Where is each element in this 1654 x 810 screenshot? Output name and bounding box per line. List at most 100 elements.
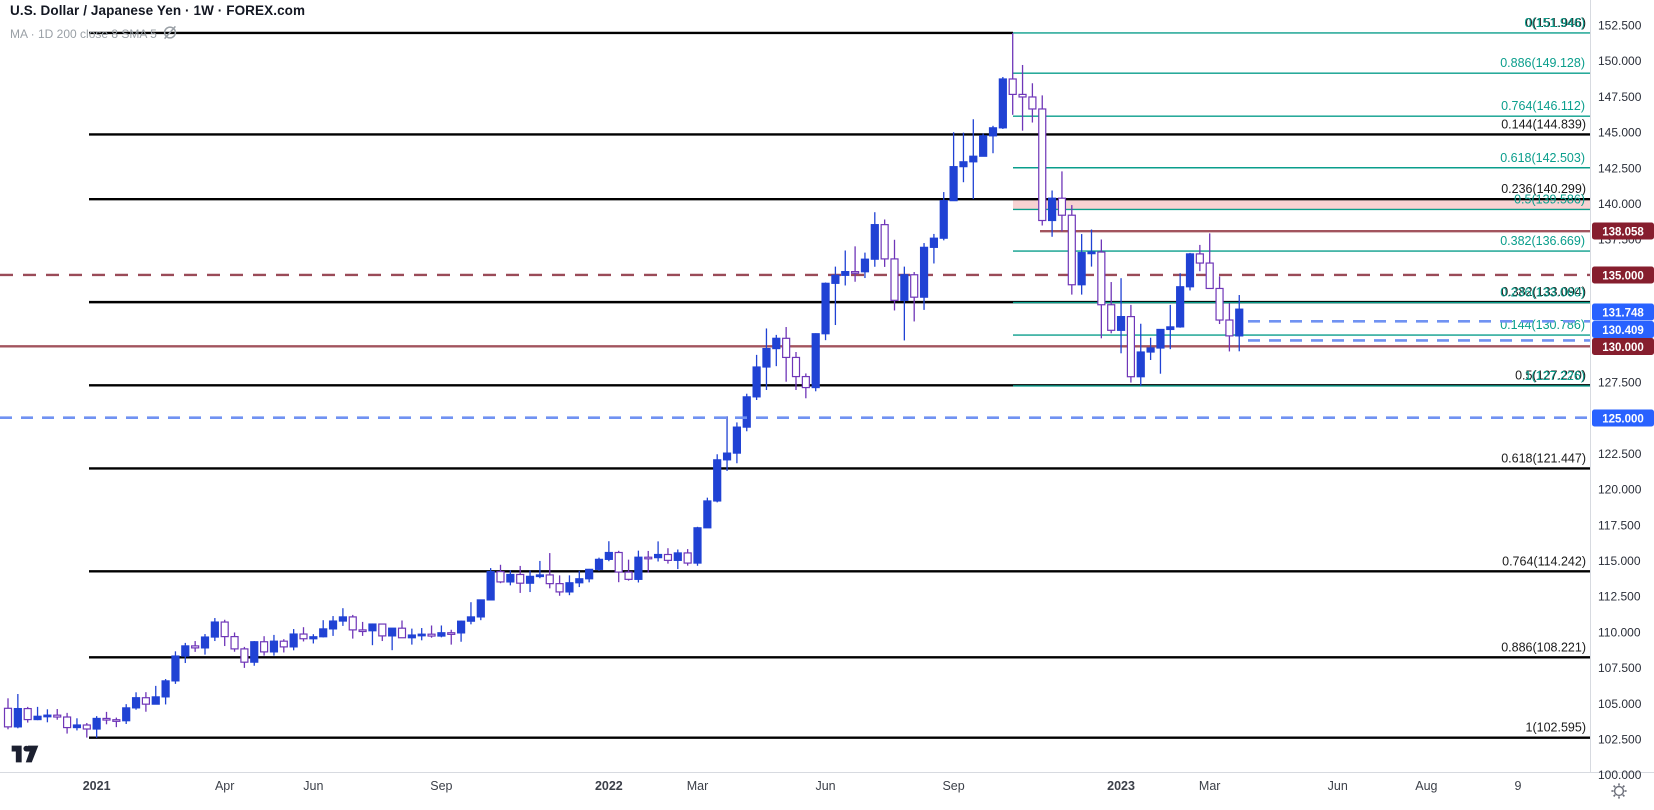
candle <box>1225 303 1234 352</box>
candle <box>1018 64 1027 131</box>
candle <box>988 125 998 154</box>
eye-off-icon[interactable] <box>162 25 178 43</box>
candle <box>1107 282 1116 334</box>
candle <box>220 619 229 647</box>
candle <box>624 559 633 581</box>
time-label-year: 2021 <box>83 779 111 793</box>
candle <box>1097 239 1106 339</box>
candle <box>319 620 328 638</box>
candle <box>427 625 436 638</box>
candle <box>900 266 909 341</box>
price-badge-label: 138.058 <box>1602 227 1644 239</box>
candle <box>191 641 200 652</box>
candle <box>969 119 978 200</box>
candle <box>250 641 259 666</box>
candle <box>742 393 751 432</box>
candle <box>683 549 692 566</box>
time-label-year: 2023 <box>1107 779 1135 793</box>
indicator-legend[interactable]: MA · 1D 200 close 8 SMA 5 <box>10 25 305 43</box>
candle <box>782 327 791 382</box>
price-axis[interactable]: 152.500 150.000 147.500 145.000 142.500 140.0… <box>1598 19 1642 783</box>
fib-label-teal-0.382: 0.382(136.669) <box>1500 234 1585 248</box>
price-badge-125.000 <box>1592 409 1654 427</box>
candle <box>23 706 32 723</box>
candle <box>821 282 830 341</box>
price-tick-label: 122.500 <box>1598 447 1642 461</box>
tradingview-logo[interactable] <box>10 742 40 771</box>
candle <box>1136 323 1145 386</box>
candle <box>92 716 101 738</box>
time-label-month: Mar <box>687 779 709 793</box>
candle <box>506 570 515 586</box>
candle <box>378 623 387 642</box>
candle <box>880 219 889 267</box>
candle <box>535 560 545 579</box>
candle <box>269 634 279 656</box>
price-tick-label: 105.000 <box>1598 697 1642 711</box>
candle <box>279 639 288 653</box>
candle <box>644 550 653 573</box>
candle <box>496 564 505 584</box>
time-label-month: Mar <box>1199 779 1221 793</box>
candle <box>3 698 13 730</box>
candle <box>328 616 338 636</box>
candle <box>62 712 72 734</box>
candle <box>516 565 525 593</box>
candle <box>831 266 840 326</box>
candle <box>171 651 180 684</box>
fib-label-black-0.618: 0.618(121.447) <box>1501 451 1586 465</box>
fib-label-black-1: 1(102.595) <box>1526 721 1586 735</box>
price-badge-label: 135.000 <box>1602 271 1644 283</box>
fib-label-teal-0: 0(151.946) <box>1525 16 1585 30</box>
candle <box>102 711 111 725</box>
time-axis[interactable]: 2021 Apr Jun Sep 2022 Mar Jun Sep 2023 Mar Jun Aug 9 <box>83 779 1522 793</box>
candle <box>53 709 62 720</box>
price-badge-130.000 <box>1592 338 1654 355</box>
candle <box>1008 32 1017 115</box>
price-badge-label: 125.000 <box>1602 414 1644 426</box>
candle <box>1057 171 1067 232</box>
candle <box>910 272 919 322</box>
price-tick-label: 117.500 <box>1598 518 1641 532</box>
candle <box>850 246 860 282</box>
candle <box>811 333 820 392</box>
gear-icon[interactable] <box>1611 783 1627 799</box>
candle <box>614 550 623 583</box>
candle <box>860 252 870 279</box>
candle <box>397 620 407 639</box>
price-badge-label: 130.409 <box>1602 325 1644 337</box>
candle <box>240 646 249 668</box>
candle <box>1205 233 1214 290</box>
price-tick-label: 147.500 <box>1598 90 1642 104</box>
candle <box>870 212 879 267</box>
candle <box>653 541 663 562</box>
candle <box>772 334 781 367</box>
fib-label-teal-1: 1(127.226) <box>1525 369 1585 383</box>
fib-label-teal-0.886: 0.886(149.128) <box>1500 56 1585 70</box>
candle <box>1156 328 1165 374</box>
candle <box>545 553 554 589</box>
candle <box>713 454 722 503</box>
candle <box>929 233 939 264</box>
price-tick-label: 110.000 <box>1598 625 1641 639</box>
price-tick-label: 112.500 <box>1598 590 1641 604</box>
time-label-month: Jun <box>815 779 835 793</box>
candle <box>151 685 160 705</box>
candle <box>1126 304 1136 383</box>
candle <box>1038 95 1047 226</box>
candle <box>289 629 298 651</box>
candle <box>693 526 702 566</box>
candle <box>457 620 466 642</box>
fib-label-black-0.236: 0.236(140.299) <box>1501 182 1586 196</box>
candle <box>949 132 958 202</box>
candle <box>663 548 673 564</box>
time-label-year: 2022 <box>595 779 623 793</box>
candle <box>437 625 446 638</box>
time-label-month: Jun <box>303 779 323 793</box>
candle <box>525 570 535 593</box>
supply-zone <box>1013 200 1590 210</box>
price-badge-label: 131.748 <box>1602 308 1644 320</box>
candle <box>447 629 456 645</box>
fib-label-black-0.144: 0.144(144.839) <box>1501 117 1586 131</box>
